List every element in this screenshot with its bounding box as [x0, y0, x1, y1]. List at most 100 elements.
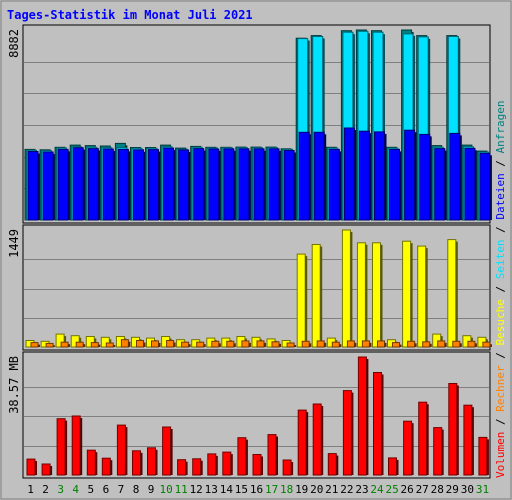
bar-rechner-day-18 [286, 342, 295, 348]
bar-volumen-day-31 [478, 436, 488, 476]
bar-shadow [276, 436, 278, 475]
bar-dateien-day-22 [343, 127, 355, 221]
scale-label-middle: 1449 [7, 229, 21, 258]
bar-volumen-day-17 [267, 434, 277, 476]
bar-shadow [354, 342, 357, 347]
bar-shadow [95, 452, 98, 475]
bar-volumen-day-5 [86, 449, 96, 476]
bar-shadow [98, 150, 101, 220]
bar-shadow [200, 460, 203, 475]
chart-panels [22, 24, 492, 479]
bar-shadow [158, 151, 161, 220]
bar-shadow [307, 40, 310, 220]
bar-rechner-day-21 [331, 341, 340, 348]
chart-title: Tages-Statistik im Monat Juli 2021 [7, 8, 253, 22]
bar-shadow [459, 135, 462, 220]
bar-shadow [352, 34, 355, 221]
bar-shadow [486, 439, 489, 475]
bar-shadow [113, 345, 116, 347]
bar-volumen-day-16 [252, 454, 262, 476]
bar-shadow [68, 344, 71, 347]
x-tick-label-2: 2 [42, 483, 49, 496]
x-tick-label-24: 24 [370, 483, 384, 496]
bar-volumen-day-3 [56, 418, 66, 476]
bar-shadow [410, 243, 413, 347]
bar-rechner-day-20 [316, 340, 325, 348]
x-tick-label-26: 26 [400, 483, 413, 496]
bar-volumen-day-20 [312, 403, 322, 476]
bar-shadow [383, 34, 385, 221]
legend-separator: / [494, 153, 507, 173]
bar-dateien-day-28 [434, 148, 446, 221]
bar-shadow [428, 38, 431, 221]
bar-dateien-day-27 [419, 133, 431, 221]
x-tick-label-7: 7 [118, 483, 125, 496]
bar-shadow [113, 151, 116, 220]
bar-shadow [369, 342, 372, 347]
bar-shadow [170, 429, 173, 475]
bar-rechner-day-5 [90, 342, 99, 348]
bar-shadow [414, 132, 417, 220]
bar-shadow [233, 343, 236, 347]
bar-rechner-day-9 [151, 340, 159, 348]
bar-dateien-day-6 [102, 148, 114, 221]
bar-besuche-day-19 [296, 253, 306, 348]
bar-shadow [413, 35, 416, 221]
bar-shadow [294, 152, 297, 220]
bar-dateien-day-13 [208, 148, 220, 221]
bar-shadow [143, 151, 146, 220]
bar-shadow [489, 155, 492, 220]
bar-besuche-day-20 [311, 244, 321, 348]
legend-entry-seiten: Seiten [494, 240, 507, 280]
legend-entry-dateien: Dateien [494, 173, 507, 219]
bar-volumen-day-29 [448, 383, 458, 476]
x-tick-label-8: 8 [133, 483, 140, 496]
bar-shadow [369, 133, 372, 220]
bar-shadow [264, 342, 266, 347]
bar-shadow [429, 343, 432, 347]
bar-volumen-day-9 [147, 447, 156, 476]
y-scale-labels: 8882 1449 38.57 MB [7, 29, 21, 414]
bar-dateien-day-2 [42, 151, 54, 221]
bar-rechner-day-14 [226, 340, 235, 348]
bar-volumen-day-6 [101, 457, 111, 476]
bar-shadow [489, 344, 492, 347]
bar-rechner-day-2 [45, 342, 54, 348]
x-tick-label-1: 1 [27, 483, 34, 496]
x-tick-label-10: 10 [159, 483, 172, 496]
bar-shadow [306, 412, 309, 475]
bar-shadow [279, 150, 281, 220]
bar-dateien-day-30 [464, 147, 476, 221]
bar-volumen-day-10 [162, 426, 172, 476]
bar-shadow [305, 256, 308, 347]
x-tick-label-21: 21 [325, 483, 338, 496]
x-tick-label-30: 30 [461, 483, 474, 496]
bar-volumen-day-18 [282, 459, 292, 476]
bar-rechner-day-15 [241, 340, 250, 348]
bar-shadow [399, 151, 402, 220]
legend-entry-anfragen: Anfragen [494, 100, 507, 153]
bar-shadow [279, 343, 281, 347]
bar-rechner-day-12 [196, 341, 205, 348]
bar-rechner-day-23 [361, 340, 370, 348]
bar-shadow [321, 406, 324, 475]
bar-dateien-day-21 [328, 148, 340, 221]
bar-besuche-day-23 [356, 242, 366, 348]
bar-shadow [233, 150, 236, 220]
bar-shadow [261, 456, 263, 475]
bar-volumen-day-21 [327, 453, 337, 476]
bar-shadow [444, 342, 447, 347]
x-tick-label-11: 11 [175, 483, 188, 496]
bar-volumen-day-12 [192, 458, 202, 476]
bar-shadow [441, 429, 444, 475]
bar-shadow [125, 427, 128, 475]
bar-dateien-day-11 [178, 149, 190, 221]
bar-shadow [50, 466, 53, 475]
bar-dateien-day-18 [283, 150, 295, 221]
bar-shadow [351, 392, 354, 475]
x-tick-label-27: 27 [416, 483, 429, 496]
bar-rechner-day-1 [30, 342, 39, 348]
bar-rechner-day-27 [422, 341, 431, 348]
bar-rechner-day-30 [467, 340, 476, 348]
bar-shadow [309, 134, 312, 220]
